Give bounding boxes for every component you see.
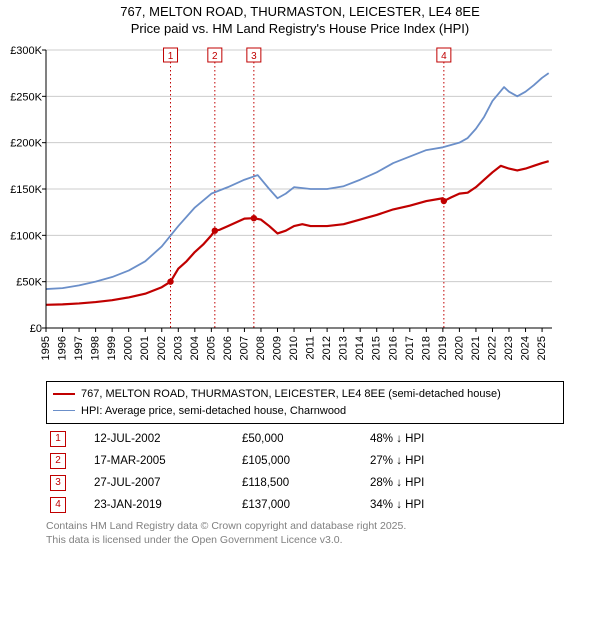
svg-text:3: 3: [251, 51, 257, 62]
svg-text:1996: 1996: [57, 336, 69, 360]
svg-text:2025: 2025: [536, 336, 548, 360]
svg-text:2008: 2008: [255, 336, 267, 360]
svg-text:2021: 2021: [470, 336, 482, 360]
svg-text:2023: 2023: [503, 336, 515, 360]
svg-text:2: 2: [212, 51, 218, 62]
svg-text:£0: £0: [30, 323, 42, 335]
sale-marker: 3: [50, 475, 66, 491]
sale-date: 12-JUL-2002: [90, 428, 238, 450]
title-line-1: 767, MELTON ROAD, THURMASTON, LEICESTER,…: [0, 4, 600, 19]
legend: 767, MELTON ROAD, THURMASTON, LEICESTER,…: [46, 381, 564, 424]
svg-text:4: 4: [441, 51, 447, 62]
legend-row-price-paid: 767, MELTON ROAD, THURMASTON, LEICESTER,…: [53, 386, 557, 403]
sale-price: £105,000: [238, 450, 366, 472]
svg-text:2003: 2003: [172, 336, 184, 360]
svg-text:2009: 2009: [272, 336, 284, 360]
svg-text:2001: 2001: [139, 336, 151, 360]
svg-text:2014: 2014: [354, 336, 366, 360]
svg-text:2013: 2013: [338, 336, 350, 360]
svg-text:2018: 2018: [420, 336, 432, 360]
chart-title-block: 767, MELTON ROAD, THURMASTON, LEICESTER,…: [0, 4, 600, 36]
svg-text:2015: 2015: [371, 336, 383, 360]
svg-text:2000: 2000: [123, 336, 135, 360]
footer-line-1: Contains HM Land Registry data © Crown c…: [46, 520, 564, 534]
sale-diff: 28% ↓ HPI: [366, 472, 564, 494]
svg-text:2004: 2004: [189, 336, 201, 360]
svg-text:2006: 2006: [222, 336, 234, 360]
sale-price: £137,000: [238, 494, 366, 516]
sales-row: 4 23-JAN-2019£137,00034% ↓ HPI: [46, 494, 564, 516]
sale-price: £118,500: [238, 472, 366, 494]
sale-marker: 2: [50, 453, 66, 469]
svg-text:£50K: £50K: [16, 277, 42, 289]
svg-text:2019: 2019: [437, 336, 449, 360]
legend-label-price-paid: 767, MELTON ROAD, THURMASTON, LEICESTER,…: [81, 386, 501, 403]
svg-text:1995: 1995: [40, 336, 52, 360]
svg-text:1997: 1997: [73, 336, 85, 360]
svg-text:2005: 2005: [205, 336, 217, 360]
legend-row-hpi: HPI: Average price, semi-detached house,…: [53, 403, 557, 420]
sale-date: 27-JUL-2007: [90, 472, 238, 494]
svg-text:2007: 2007: [238, 336, 250, 360]
sale-price: £50,000: [238, 428, 366, 450]
sales-row: 2 17-MAR-2005£105,00027% ↓ HPI: [46, 450, 564, 472]
svg-text:£150K: £150K: [10, 184, 42, 196]
sale-diff: 48% ↓ HPI: [366, 428, 564, 450]
svg-text:2010: 2010: [288, 336, 300, 360]
sales-row: 3 27-JUL-2007£118,50028% ↓ HPI: [46, 472, 564, 494]
svg-text:1: 1: [168, 51, 174, 62]
sale-marker: 4: [50, 497, 66, 513]
svg-text:2012: 2012: [321, 336, 333, 360]
svg-text:£100K: £100K: [10, 230, 42, 242]
footer-attribution: Contains HM Land Registry data © Crown c…: [46, 520, 564, 547]
svg-text:2017: 2017: [404, 336, 416, 360]
svg-text:2016: 2016: [387, 336, 399, 360]
chart-area: £0 £50K £100K £150K £200K £250K £300K 1995 1996 1…: [0, 42, 600, 375]
sale-date: 17-MAR-2005: [90, 450, 238, 472]
svg-text:1998: 1998: [90, 336, 102, 360]
sales-table: 1 12-JUL-2002£50,00048% ↓ HPI 2 17-MAR-2005…: [46, 428, 564, 516]
svg-text:2020: 2020: [453, 336, 465, 360]
chart-svg: £0 £50K £100K £150K £200K £250K £300K 1995 1996 1…: [0, 42, 560, 372]
svg-text:£200K: £200K: [10, 138, 42, 150]
svg-text:£300K: £300K: [10, 45, 42, 57]
svg-text:1999: 1999: [106, 336, 118, 360]
svg-text:2011: 2011: [305, 336, 317, 360]
svg-text:£250K: £250K: [10, 91, 42, 103]
footer-line-2: This data is licensed under the Open Gov…: [46, 534, 564, 548]
title-line-2: Price paid vs. HM Land Registry's House …: [0, 21, 600, 36]
svg-text:2002: 2002: [156, 336, 168, 360]
svg-text:2022: 2022: [486, 336, 498, 360]
legend-swatch-hpi: [53, 410, 75, 411]
svg-text:2024: 2024: [520, 336, 532, 360]
sale-diff: 34% ↓ HPI: [366, 494, 564, 516]
sales-row: 1 12-JUL-2002£50,00048% ↓ HPI: [46, 428, 564, 450]
legend-swatch-price-paid: [53, 393, 75, 395]
sale-diff: 27% ↓ HPI: [366, 450, 564, 472]
sale-marker: 1: [50, 431, 66, 447]
legend-label-hpi: HPI: Average price, semi-detached house,…: [81, 403, 346, 420]
sale-date: 23-JAN-2019: [90, 494, 238, 516]
